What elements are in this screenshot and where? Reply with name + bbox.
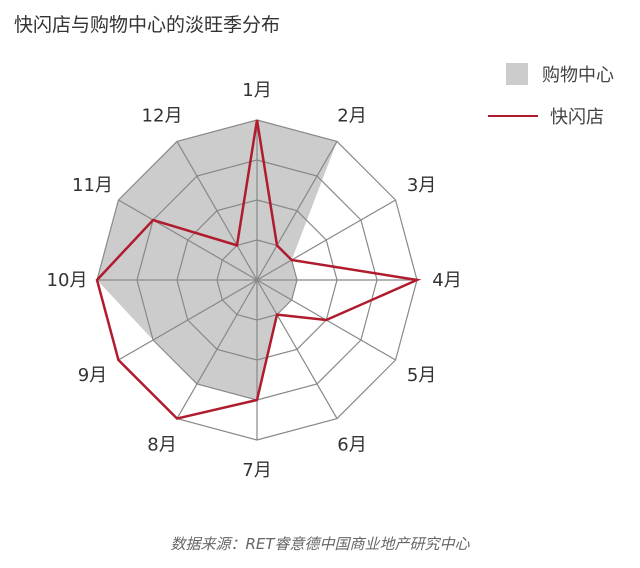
- month-label-8: 8月: [147, 435, 176, 456]
- month-label-10: 10月: [47, 270, 88, 291]
- month-label-2: 2月: [337, 105, 366, 126]
- radar-grid: [96, 119, 418, 441]
- month-label-12: 12月: [142, 105, 183, 126]
- grid-spoke-3: [256, 199, 396, 281]
- data-source: 数据来源：RET睿意德中国商业地产研究中心: [170, 535, 470, 553]
- radar-series: [97, 120, 337, 400]
- legend-swatch-popup: [488, 115, 538, 117]
- grid-spoke-2: [256, 141, 338, 281]
- series-line-layer: [95, 119, 422, 420]
- legend: 购物中心 快闪店: [488, 62, 614, 146]
- month-label-9: 9月: [78, 365, 107, 386]
- series-line-popup: [95, 119, 422, 420]
- legend-swatch-mall: [506, 63, 528, 85]
- chart-title: 快闪店与购物中心的淡旺季分布: [14, 14, 281, 36]
- grid-spoke-11: [118, 199, 258, 281]
- grid-spoke-6: [256, 279, 338, 419]
- legend-label-mall: 购物中心: [542, 65, 614, 86]
- month-label-4: 4月: [432, 270, 461, 291]
- month-label-5: 5月: [407, 365, 436, 386]
- month-label-1: 1月: [242, 80, 271, 101]
- month-label-7: 7月: [242, 460, 271, 481]
- grid-spoke-9: [118, 279, 258, 361]
- month-label-11: 11月: [72, 175, 113, 196]
- legend-label-popup: 快闪店: [550, 107, 604, 128]
- grid-spoke-8: [176, 279, 258, 419]
- grid-spoke-12: [176, 141, 258, 281]
- month-label-6: 6月: [337, 435, 366, 456]
- month-label-3: 3月: [407, 175, 436, 196]
- legend-item-popup: 快闪店: [488, 104, 614, 128]
- series-area-mall: [97, 120, 337, 400]
- legend-item-mall: 购物中心: [506, 62, 614, 86]
- month-labels: 1月 2月 3月 4月 5月 6月 7月 8月 9月 10月 11月 12月: [47, 80, 462, 481]
